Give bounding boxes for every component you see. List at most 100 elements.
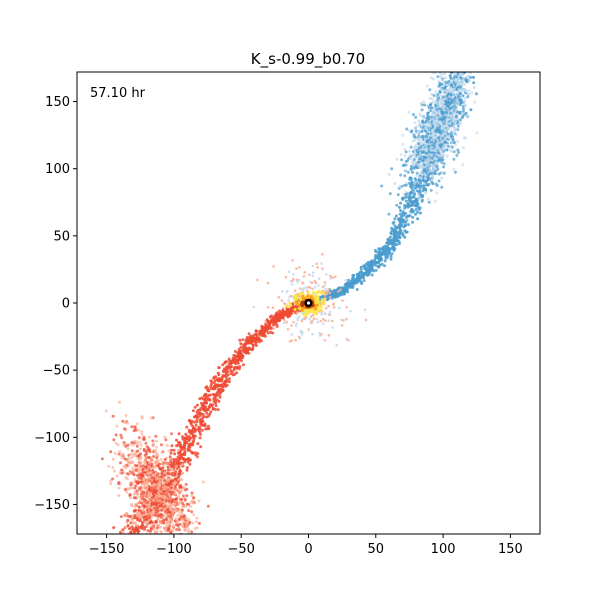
debris-point-upper [454, 117, 458, 121]
debris-point-upper [435, 157, 439, 161]
debris-point-upper [428, 88, 432, 92]
debris-point-lower [203, 409, 207, 413]
debris-point-lower [321, 267, 324, 271]
debris-point-lower [191, 431, 194, 435]
debris-point-lower [134, 496, 138, 500]
debris-point-lower [161, 515, 164, 519]
debris-point-lower [201, 480, 205, 484]
debris-point-lower [138, 544, 141, 547]
debris-point-lower [328, 313, 332, 317]
debris-point-upper [455, 140, 459, 143]
debris-point-upper [318, 331, 321, 335]
debris-point-upper [295, 322, 298, 326]
debris-point-lower [332, 303, 335, 306]
debris-point-lower [328, 291, 332, 295]
debris-point-lower [126, 514, 130, 518]
debris-point-lower [215, 377, 219, 381]
debris-point-lower [292, 320, 295, 324]
debris-point-lower [168, 495, 172, 499]
debris-point-lower [124, 444, 128, 448]
debris-point-lower [138, 518, 142, 522]
debris-point-lower [128, 527, 131, 531]
debris-point-lower [237, 355, 241, 359]
debris-point-lower [364, 318, 368, 322]
debris-point-lower [132, 509, 136, 513]
debris-point-lower [148, 450, 152, 454]
debris-point-upper [437, 179, 441, 183]
debris-point-upper [301, 288, 304, 292]
debris-point-upper [436, 138, 440, 142]
debris-point-lower [135, 440, 139, 444]
debris-point-upper [455, 153, 459, 157]
debris-point-lower [183, 460, 187, 464]
debris-point-lower [161, 477, 165, 481]
debris-point-lower [197, 429, 201, 433]
debris-point-upper [429, 163, 433, 167]
debris-point-lower [195, 535, 198, 538]
debris-point-upper [317, 277, 321, 281]
debris-point-upper [421, 125, 425, 129]
debris-point-lower [136, 473, 140, 477]
debris-point-upper [430, 149, 434, 152]
debris-point-upper [451, 137, 455, 141]
debris-point-lower [100, 457, 104, 461]
debris-point-upper [440, 139, 444, 143]
debris-point-lower [179, 445, 183, 449]
debris-point-upper [394, 214, 398, 218]
debris-point-lower [342, 319, 345, 322]
debris-point-lower [233, 366, 236, 370]
debris-point-lower [133, 505, 137, 509]
debris-point-lower [120, 436, 124, 440]
debris-point-upper [431, 100, 435, 104]
debris-point-upper [395, 235, 399, 238]
debris-point-lower [312, 317, 316, 321]
debris-point-upper [329, 277, 332, 280]
debris-point-lower [138, 514, 142, 518]
debris-point-lower [329, 274, 332, 278]
debris-point-lower [226, 370, 230, 374]
debris-point-lower [191, 521, 195, 525]
debris-point-upper [455, 98, 459, 102]
debris-point-upper [459, 95, 463, 99]
debris-point-lower [241, 363, 245, 367]
debris-point-upper [372, 269, 376, 273]
debris-point-lower [221, 369, 225, 373]
debris-point-upper [392, 220, 396, 224]
debris-point-lower [178, 469, 182, 472]
debris-point-upper [404, 199, 408, 203]
debris-point-lower [156, 514, 160, 518]
debris-point-lower [123, 457, 127, 461]
debris-point-upper [421, 121, 425, 125]
debris-point-lower [109, 482, 113, 486]
debris-point-upper [443, 140, 447, 144]
debris-point-upper [360, 282, 364, 285]
debris-point-upper [344, 278, 348, 282]
debris-point-upper [395, 231, 399, 235]
debris-point-upper [449, 86, 453, 90]
debris-point-upper [442, 101, 445, 105]
debris-point-upper [462, 63, 465, 66]
debris-point-upper [459, 67, 462, 70]
debris-point-lower [211, 538, 214, 541]
debris-point-lower [125, 512, 128, 516]
debris-point-upper [445, 120, 449, 124]
debris-point-lower [285, 309, 289, 313]
debris-point-lower [155, 498, 159, 502]
debris-point-lower [281, 306, 285, 310]
debris-point-upper [385, 254, 389, 258]
debris-point-lower [221, 388, 225, 392]
debris-point-upper [389, 231, 393, 235]
debris-point-lower [152, 524, 156, 528]
debris-point-lower [223, 374, 227, 378]
debris-point-upper [399, 209, 402, 212]
debris-point-upper [463, 68, 466, 71]
debris-point-upper [467, 92, 471, 96]
debris-point-lower [127, 453, 131, 457]
debris-point-lower [160, 443, 163, 447]
debris-point-lower [139, 539, 142, 542]
debris-point-lower [154, 434, 158, 438]
debris-point-lower [162, 534, 165, 537]
debris-point-upper [447, 136, 451, 140]
debris-point-lower [130, 449, 134, 453]
debris-point-lower [152, 464, 156, 468]
